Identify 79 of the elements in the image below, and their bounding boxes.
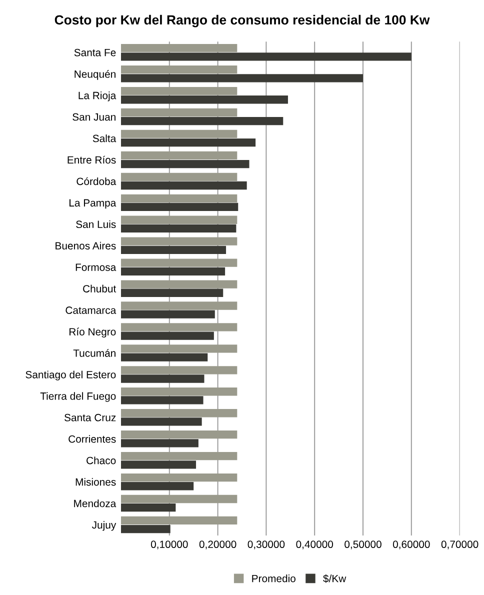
y-tick-label: Buenos Aires [56,242,116,250]
bar [121,482,194,490]
x-tick-label: 0,70000 [441,540,478,550]
bar [121,96,288,104]
x-tick-label: 0,60000 [392,540,430,550]
y-tick-label: Santiago del Estero [26,370,116,380]
x-tick-label: 0,50000 [344,540,382,550]
chart-title: Costo por Kw del Rango de consumo residencial de 100 Kw [54,14,430,28]
bar [121,353,208,362]
y-tick-label: Río Negro [70,328,116,338]
y-tick-label: Neuquén [74,70,116,80]
bar [121,237,238,246]
bar [121,108,238,117]
bar [121,473,238,482]
legend-label: $/Kw [323,574,346,583]
bar [121,409,238,418]
bar [121,310,215,318]
bar [121,160,250,168]
bar [121,494,238,504]
bar [121,396,204,404]
bar [121,280,238,288]
y-tick-label: Corrientes [68,435,116,443]
bar [121,516,238,525]
y-tick-label: Santa Fe [74,48,116,56]
bar [121,52,412,61]
bar [121,418,202,426]
bar [121,288,224,297]
x-tick-label: 0,40000 [296,540,334,550]
y-tick-label: Catamarca [66,306,116,314]
y-tick-label: Misiones [76,478,116,486]
bar [121,151,238,160]
bar [121,267,226,276]
bar [121,374,204,383]
y-tick-label: Chubut [83,284,116,292]
bar [121,439,198,448]
bar [121,130,238,138]
bar [121,344,238,353]
bar [121,216,238,224]
y-tick-label: San Luis [76,220,116,228]
bar [121,524,170,534]
bar [121,172,238,181]
bar [121,332,214,340]
x-tick-label: 0,30000 [248,540,285,550]
y-tick-label: Chaco [86,456,116,464]
legend-label: Promedio [252,574,296,582]
y-tick-label: Salta [92,134,116,142]
bar [121,452,238,460]
bar [121,224,236,233]
x-tick-label: 0,20000 [199,540,236,550]
bar [121,302,238,310]
bar [121,430,238,439]
bar [121,117,284,126]
x-tick-label: 0,10000 [150,540,188,550]
bar [121,258,238,267]
bar [121,44,238,52]
y-tick-label: Formosa [76,264,116,271]
y-tick-label: Jujuy [92,520,116,531]
bar [121,323,238,332]
bar [121,460,196,469]
y-tick-label: La Pampa [70,199,116,209]
y-tick-label: Tucumán [73,349,116,357]
bar [121,194,238,202]
y-tick-label: San Juan [72,113,116,121]
bar [121,138,256,147]
bar [121,202,238,212]
bar [121,366,238,374]
y-tick-label: Tierra del Fuego [40,392,116,402]
y-tick-label: Entre Ríos [68,156,116,164]
y-tick-label: La Rioja [78,92,116,102]
bar [121,86,238,96]
y-tick-label: Córdoba [76,177,116,186]
bar [121,74,363,82]
y-tick-label: Mendoza [74,500,116,508]
y-tick-label: Santa Cruz [64,414,116,422]
bar [121,65,238,74]
bar [121,181,247,190]
bar [121,388,238,396]
bar [121,246,226,254]
bar [121,504,176,512]
